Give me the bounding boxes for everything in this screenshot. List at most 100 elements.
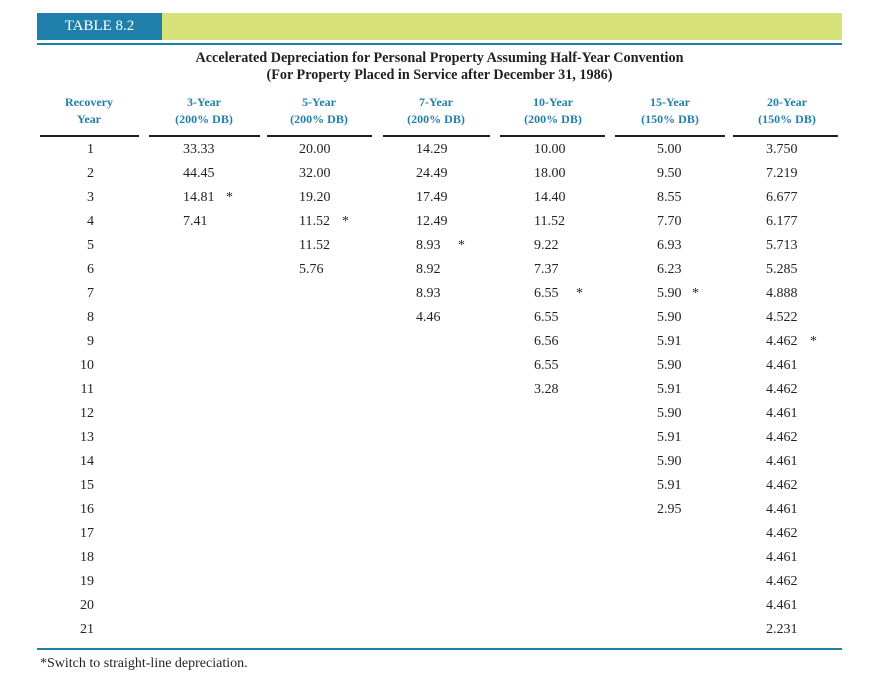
straight-line-switch-marker: * [458, 238, 465, 253]
table-cell: 7.37 [534, 262, 559, 277]
table-cell: 5.00 [657, 142, 682, 157]
recovery-year: 16 [80, 502, 94, 517]
recovery-year: 21 [80, 622, 94, 637]
table-title: Accelerated Depreciation for Personal Pr… [37, 50, 842, 84]
table-cell: 5.90 [657, 406, 682, 421]
table-cell: 5.90 [657, 310, 682, 325]
recovery-year: 11 [80, 382, 94, 397]
column-header-line2: Year [77, 112, 101, 126]
column-header-line1: 3-Year [187, 95, 221, 109]
table-cell: 4.461 [766, 550, 798, 565]
table-cell: 6.23 [657, 262, 682, 277]
table-cell: 8.55 [657, 190, 682, 205]
header-underline [149, 135, 260, 137]
table-cell: 32.00 [299, 166, 331, 181]
recovery-year: 18 [80, 550, 94, 565]
table-cell: 5.91 [657, 334, 682, 349]
table-cell: 17.49 [416, 190, 448, 205]
recovery-year: 13 [80, 430, 94, 445]
recovery-year: 12 [80, 406, 94, 421]
column-header-line1: 15-Year [650, 95, 690, 109]
recovery-year: 6 [87, 262, 94, 277]
header-underline [40, 135, 139, 137]
bottom-rule [37, 648, 842, 650]
table-cell: 19.20 [299, 190, 331, 205]
recovery-year: 8 [87, 310, 94, 325]
column-header-2: 5-Year (200% DB) [259, 94, 379, 128]
table-cell: 4.462 [766, 574, 798, 589]
straight-line-switch-marker: * [226, 190, 233, 205]
column-header-line1: 7-Year [419, 95, 453, 109]
table-cell: 20.00 [299, 142, 331, 157]
table-cell: 4.522 [766, 310, 798, 325]
recovery-year: 1 [87, 142, 94, 157]
table-cell: 8.92 [416, 262, 441, 277]
header-underline [733, 135, 838, 137]
column-header-line2: (150% DB) [641, 112, 699, 126]
table-cell: 4.461 [766, 454, 798, 469]
table-cell: 14.81 [183, 190, 215, 205]
header-underline [615, 135, 725, 137]
table-cell: 4.461 [766, 406, 798, 421]
recovery-year: 14 [80, 454, 94, 469]
recovery-year: 5 [87, 238, 94, 253]
table-cell: 4.462 [766, 478, 798, 493]
table-cell: 5.90 [657, 286, 682, 301]
table-cell: 4.462 [766, 430, 798, 445]
table-cell: 2.231 [766, 622, 798, 637]
straight-line-switch-marker: * [576, 286, 583, 301]
table-cell: 11.52 [534, 214, 565, 229]
table-cell: 8.93 [416, 238, 441, 253]
table-cell: 5.90 [657, 454, 682, 469]
column-header-line2: (200% DB) [175, 112, 233, 126]
recovery-year: 19 [80, 574, 94, 589]
title-line-1: Accelerated Depreciation for Personal Pr… [195, 50, 684, 66]
table-cell: 7.41 [183, 214, 208, 229]
table-cell: 4.461 [766, 502, 798, 517]
table-cell: 7.70 [657, 214, 682, 229]
table-cell: 33.33 [183, 142, 215, 157]
table-cell: 4.462 [766, 382, 798, 397]
table-cell: 6.56 [534, 334, 559, 349]
column-header-line1: 5-Year [302, 95, 336, 109]
table-cell: 4.462 [766, 334, 798, 349]
table-cell: 3.750 [766, 142, 798, 157]
table-cell: 5.91 [657, 382, 682, 397]
column-header-line1: 20-Year [767, 95, 807, 109]
recovery-year: 2 [87, 166, 94, 181]
table-cell: 9.22 [534, 238, 559, 253]
top-rule [37, 43, 842, 45]
table-cell: 2.95 [657, 502, 682, 517]
recovery-year: 10 [80, 358, 94, 373]
recovery-year: 17 [80, 526, 94, 541]
table-cell: 24.49 [416, 166, 448, 181]
table-cell: 4.462 [766, 526, 798, 541]
column-header-5: 15-Year (150% DB) [610, 94, 730, 128]
table-cell: 10.00 [534, 142, 566, 157]
straight-line-switch-marker: * [810, 334, 817, 349]
recovery-year: 15 [80, 478, 94, 493]
table-cell: 8.93 [416, 286, 441, 301]
column-header-line1: Recovery [65, 95, 113, 109]
table-cell: 6.55 [534, 310, 559, 325]
table-cell: 5.285 [766, 262, 798, 277]
table-cell: 12.49 [416, 214, 448, 229]
column-header-3: 7-Year (200% DB) [376, 94, 496, 128]
table-cell: 11.52 [299, 238, 330, 253]
table-cell: 4.888 [766, 286, 798, 301]
straight-line-switch-marker: * [342, 214, 349, 229]
table-cell: 5.91 [657, 430, 682, 445]
table-cell: 18.00 [534, 166, 566, 181]
column-header-1: 3-Year (200% DB) [144, 94, 264, 128]
table-cell: 4.461 [766, 358, 798, 373]
table-cell: 6.177 [766, 214, 798, 229]
table-cell: 3.28 [534, 382, 559, 397]
table-cell: 7.219 [766, 166, 798, 181]
recovery-year: 7 [87, 286, 94, 301]
recovery-year: 9 [87, 334, 94, 349]
column-header-6: 20-Year (150% DB) [727, 94, 847, 128]
table-cell: 5.90 [657, 358, 682, 373]
table-cell: 6.93 [657, 238, 682, 253]
label-bar [162, 13, 842, 40]
table-cell: 9.50 [657, 166, 682, 181]
